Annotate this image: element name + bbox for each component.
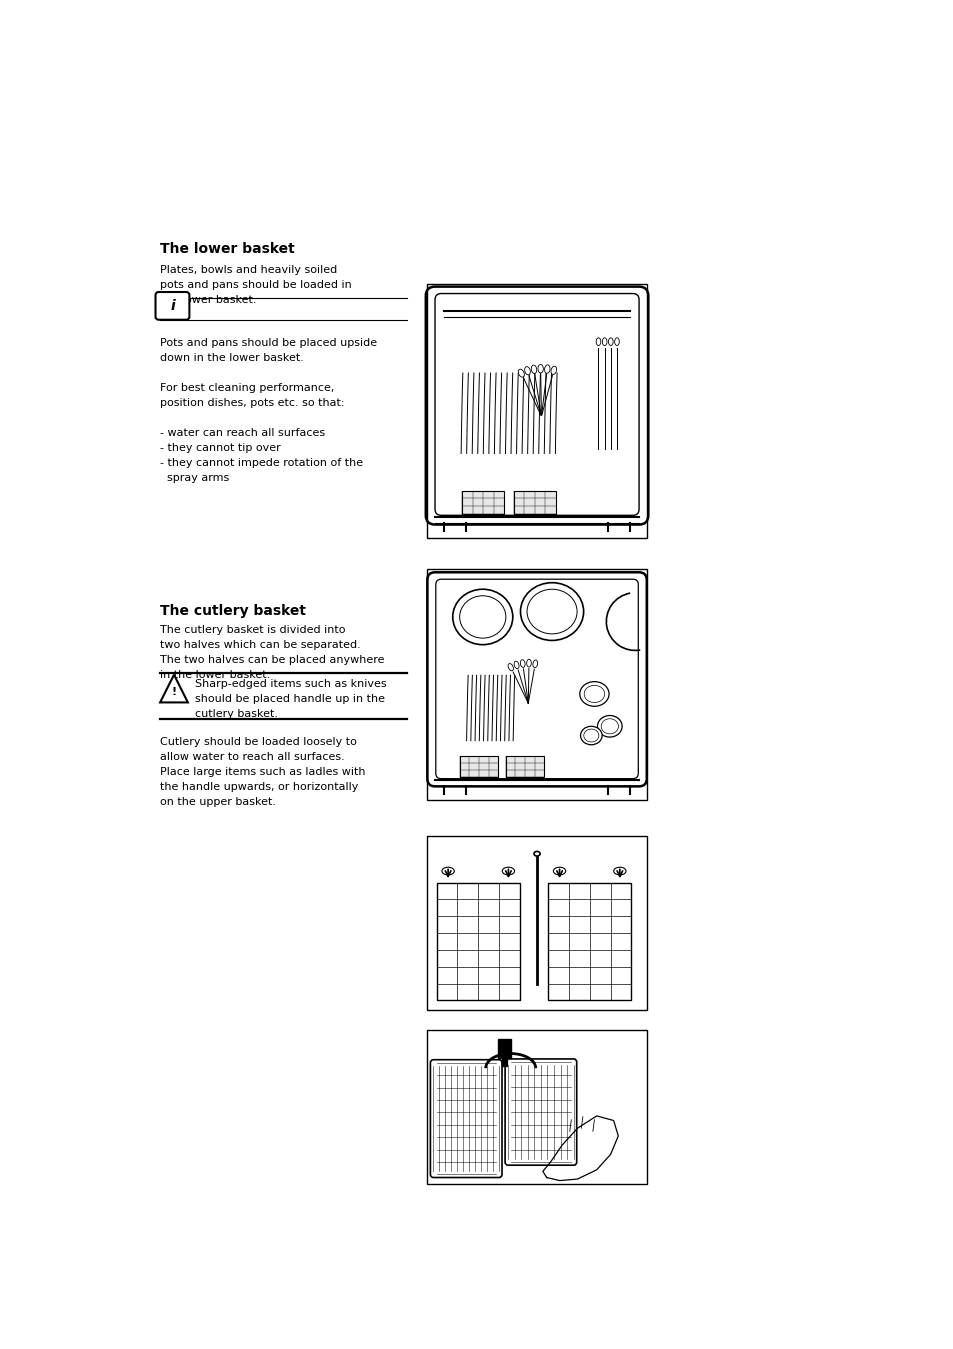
Text: Place large items such as ladles with: Place large items such as ladles with (160, 768, 365, 777)
Text: Sharp-edged items such as knives: Sharp-edged items such as knives (194, 679, 386, 688)
Text: should be placed handle up in the: should be placed handle up in the (194, 693, 384, 704)
Ellipse shape (441, 867, 454, 876)
Bar (436, 882, 519, 1001)
Ellipse shape (551, 366, 556, 375)
Ellipse shape (519, 660, 524, 668)
Ellipse shape (583, 728, 598, 742)
Ellipse shape (613, 867, 625, 876)
Ellipse shape (501, 867, 514, 876)
Text: The lower basket: The lower basket (160, 241, 294, 256)
FancyBboxPatch shape (155, 291, 190, 320)
Ellipse shape (544, 364, 550, 374)
Ellipse shape (514, 661, 518, 669)
Ellipse shape (533, 660, 537, 668)
Polygon shape (497, 1039, 511, 1066)
Ellipse shape (517, 370, 524, 378)
Text: on the upper basket.: on the upper basket. (160, 797, 275, 807)
Ellipse shape (583, 685, 604, 703)
Text: Pots and pans should be placed upside: Pots and pans should be placed upside (160, 339, 376, 348)
Text: For best cleaning performance,: For best cleaning performance, (160, 383, 335, 394)
Text: position dishes, pots etc. so that:: position dishes, pots etc. so that: (160, 398, 344, 409)
Text: in the lower basket.: in the lower basket. (160, 670, 270, 680)
Polygon shape (542, 1116, 618, 1180)
Ellipse shape (596, 337, 600, 345)
Bar (513, 491, 556, 514)
Ellipse shape (597, 715, 621, 737)
Ellipse shape (534, 851, 539, 857)
Ellipse shape (580, 726, 601, 745)
Ellipse shape (600, 719, 618, 734)
Ellipse shape (526, 590, 577, 634)
Text: down in the lower basket.: down in the lower basket. (160, 353, 304, 363)
Ellipse shape (531, 366, 537, 374)
Ellipse shape (453, 590, 513, 645)
Ellipse shape (537, 364, 543, 372)
Text: - water can reach all surfaces: - water can reach all surfaces (160, 428, 325, 438)
Bar (547, 882, 631, 1001)
Ellipse shape (508, 664, 513, 670)
Text: The two halves can be placed anywhere: The two halves can be placed anywhere (160, 656, 384, 665)
Bar (427, 836, 646, 1009)
Ellipse shape (524, 367, 530, 375)
Ellipse shape (608, 337, 613, 345)
Bar (461, 491, 504, 514)
Text: !: ! (172, 687, 176, 696)
Text: i: i (170, 299, 174, 313)
Text: allow water to reach all surfaces.: allow water to reach all surfaces. (160, 753, 345, 762)
Ellipse shape (579, 681, 608, 707)
Text: Plates, bowls and heavily soiled: Plates, bowls and heavily soiled (160, 264, 337, 275)
Text: - they cannot tip over: - they cannot tip over (160, 444, 280, 453)
Ellipse shape (520, 583, 583, 641)
Text: The cutlery basket: The cutlery basket (160, 604, 306, 618)
Text: spray arms: spray arms (160, 473, 229, 483)
Bar (427, 569, 646, 800)
Ellipse shape (601, 337, 606, 345)
Text: the handle upwards, or horizontally: the handle upwards, or horizontally (160, 782, 358, 792)
Text: pots and pans should be loaded in: pots and pans should be loaded in (160, 281, 352, 290)
Text: The cutlery basket is divided into: The cutlery basket is divided into (160, 626, 345, 635)
Bar (427, 285, 646, 538)
Text: cutlery basket.: cutlery basket. (194, 708, 277, 719)
Ellipse shape (459, 596, 505, 638)
Bar (427, 1029, 646, 1183)
Ellipse shape (614, 337, 618, 345)
Polygon shape (160, 674, 188, 703)
Bar (505, 755, 544, 777)
Text: Cutlery should be loaded loosely to: Cutlery should be loaded loosely to (160, 737, 356, 747)
Text: the lower basket.: the lower basket. (160, 295, 256, 305)
Bar (459, 755, 497, 777)
Text: - they cannot impede rotation of the: - they cannot impede rotation of the (160, 459, 363, 468)
Text: two halves which can be separated.: two halves which can be separated. (160, 641, 360, 650)
Ellipse shape (553, 867, 565, 876)
Ellipse shape (526, 660, 531, 666)
